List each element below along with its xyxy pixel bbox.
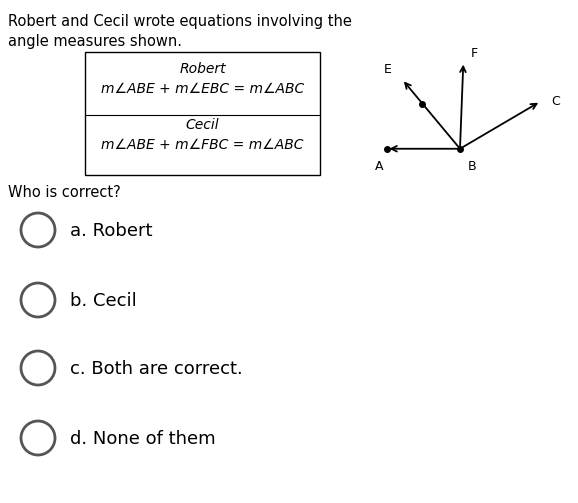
Text: F: F <box>470 47 477 60</box>
Text: C: C <box>551 95 560 108</box>
Text: a. Robert: a. Robert <box>70 222 153 240</box>
Text: Who is correct?: Who is correct? <box>8 185 121 200</box>
Text: Robert and Cecil wrote equations involving the
angle measures shown.: Robert and Cecil wrote equations involvi… <box>8 14 352 49</box>
Text: d. None of them: d. None of them <box>70 430 216 448</box>
Text: m∠ABE + m∠FBC = m∠ABC: m∠ABE + m∠FBC = m∠ABC <box>101 138 304 152</box>
Text: A: A <box>375 160 384 173</box>
Text: B: B <box>468 160 477 173</box>
Text: Cecil: Cecil <box>186 118 219 132</box>
FancyBboxPatch shape <box>85 52 320 175</box>
Text: b. Cecil: b. Cecil <box>70 292 137 310</box>
Text: m∠ABE + m∠EBC = m∠ABC: m∠ABE + m∠EBC = m∠ABC <box>101 82 304 96</box>
Text: Robert: Robert <box>179 62 226 76</box>
Text: c. Both are correct.: c. Both are correct. <box>70 360 243 378</box>
Text: E: E <box>384 63 391 76</box>
